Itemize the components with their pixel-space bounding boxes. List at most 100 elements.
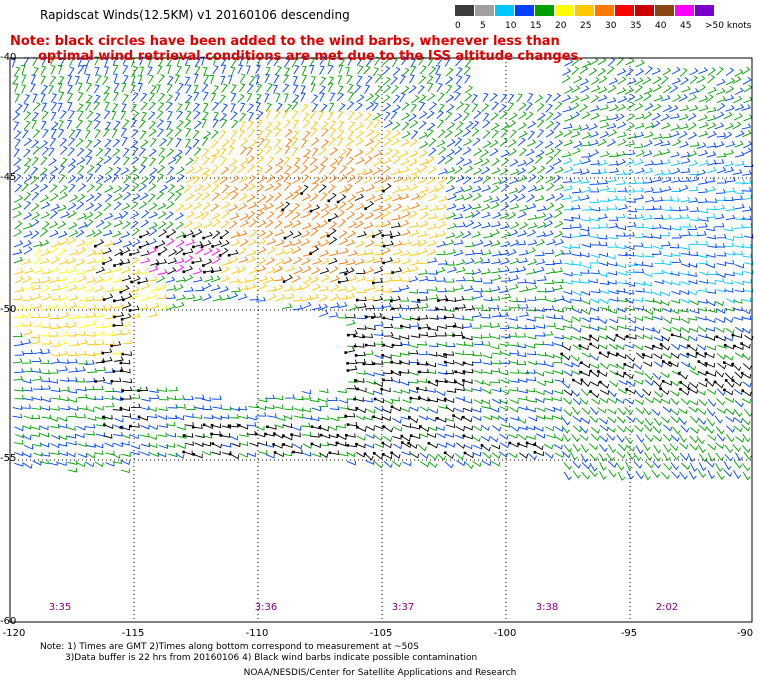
wind-barb (680, 388, 690, 396)
wind-barb (185, 157, 194, 166)
wind-barb (275, 174, 284, 183)
wind-barb (624, 289, 634, 295)
wind-barb (230, 406, 240, 412)
wind-barb (679, 307, 689, 313)
wind-barb (212, 111, 219, 121)
wind-barb (500, 240, 511, 248)
contamination-circle (120, 252, 123, 256)
contamination-circle (327, 234, 330, 238)
wind-barb (140, 101, 148, 111)
wind-barb (472, 324, 482, 329)
wind-barb (400, 389, 410, 394)
wind-barb (355, 240, 365, 248)
wind-barb (184, 229, 194, 237)
wind-barb (230, 103, 236, 113)
wind-barb (383, 369, 393, 375)
wind-barb (275, 102, 283, 112)
wind-barb (535, 415, 546, 420)
wind-barb (14, 93, 20, 103)
wind-barb (256, 265, 266, 273)
wind-barb (725, 140, 736, 148)
contamination-circle (346, 423, 350, 426)
wind-barb (744, 233, 754, 239)
wind-barb (194, 442, 204, 448)
wind-barb (347, 110, 355, 120)
wind-barb (482, 92, 489, 103)
wind-barb (31, 119, 37, 130)
wind-barb (327, 111, 334, 121)
wind-barb (535, 266, 545, 273)
wind-barb (706, 418, 716, 427)
contamination-circle (462, 415, 465, 419)
wind-barb (192, 202, 202, 210)
contamination-circle (731, 333, 735, 337)
wind-barb (500, 93, 508, 103)
wind-barb (707, 470, 715, 480)
wind-barb (96, 157, 104, 166)
contamination-circle (425, 362, 429, 366)
wind-barb (454, 407, 464, 413)
wind-barb (724, 166, 734, 174)
wind-barb (561, 451, 571, 459)
wind-barb (364, 84, 370, 94)
wind-barb (525, 387, 536, 393)
wind-barb (318, 303, 328, 311)
wind-barb (714, 222, 725, 228)
wind-barb (453, 249, 464, 257)
wind-barb (698, 95, 709, 103)
contamination-circle (579, 370, 583, 374)
wind-barb (300, 238, 311, 247)
wind-barb (176, 110, 184, 120)
wind-barb (562, 397, 572, 405)
wind-barb (186, 175, 195, 183)
wind-barb (311, 137, 320, 146)
wind-barb (483, 415, 493, 421)
contamination-circle (615, 334, 619, 337)
wind-barb (355, 203, 365, 211)
wind-barb (345, 412, 356, 418)
wind-barb (130, 450, 140, 456)
wind-barb (581, 362, 591, 369)
wind-barb (563, 129, 573, 138)
wind-barb (257, 194, 267, 203)
wind-barb (625, 150, 636, 156)
wind-barb (724, 260, 735, 265)
wind-barb (33, 385, 43, 390)
wind-barb (535, 332, 546, 337)
wind-barb (607, 84, 617, 93)
wind-barb (66, 119, 73, 130)
wind-barb (716, 78, 726, 86)
wind-barb (319, 65, 325, 75)
wind-barb (570, 130, 581, 138)
wind-barb (356, 75, 363, 85)
wind-barb (291, 110, 299, 120)
wind-barb (356, 370, 366, 375)
wind-barb (516, 266, 527, 273)
wind-barb (399, 92, 406, 103)
contamination-note-line2: optimal wind retrieval conditions are me… (38, 49, 584, 64)
wind-barb (427, 213, 438, 220)
wind-barb (400, 267, 411, 274)
wind-barb (375, 371, 385, 377)
wind-barb (30, 278, 41, 284)
wind-barb (193, 84, 199, 94)
wind-barb (500, 223, 510, 230)
wind-barb (40, 249, 51, 257)
wind-barb (24, 283, 34, 291)
wind-barb (606, 97, 617, 104)
contamination-circle (381, 234, 385, 237)
wind-barb (112, 138, 121, 148)
wind-barb (392, 389, 402, 394)
wind-barb (103, 293, 114, 301)
wind-barb (85, 385, 95, 391)
wind-barb (320, 192, 328, 202)
wind-barb (302, 222, 312, 230)
wind-barb (681, 85, 691, 93)
wind-barb (554, 307, 564, 313)
wind-barb (455, 396, 465, 401)
wind-barb (274, 220, 283, 229)
wind-barb (500, 379, 510, 384)
wind-barb (391, 168, 401, 176)
wind-barb (437, 341, 448, 347)
wind-barb (200, 56, 205, 66)
